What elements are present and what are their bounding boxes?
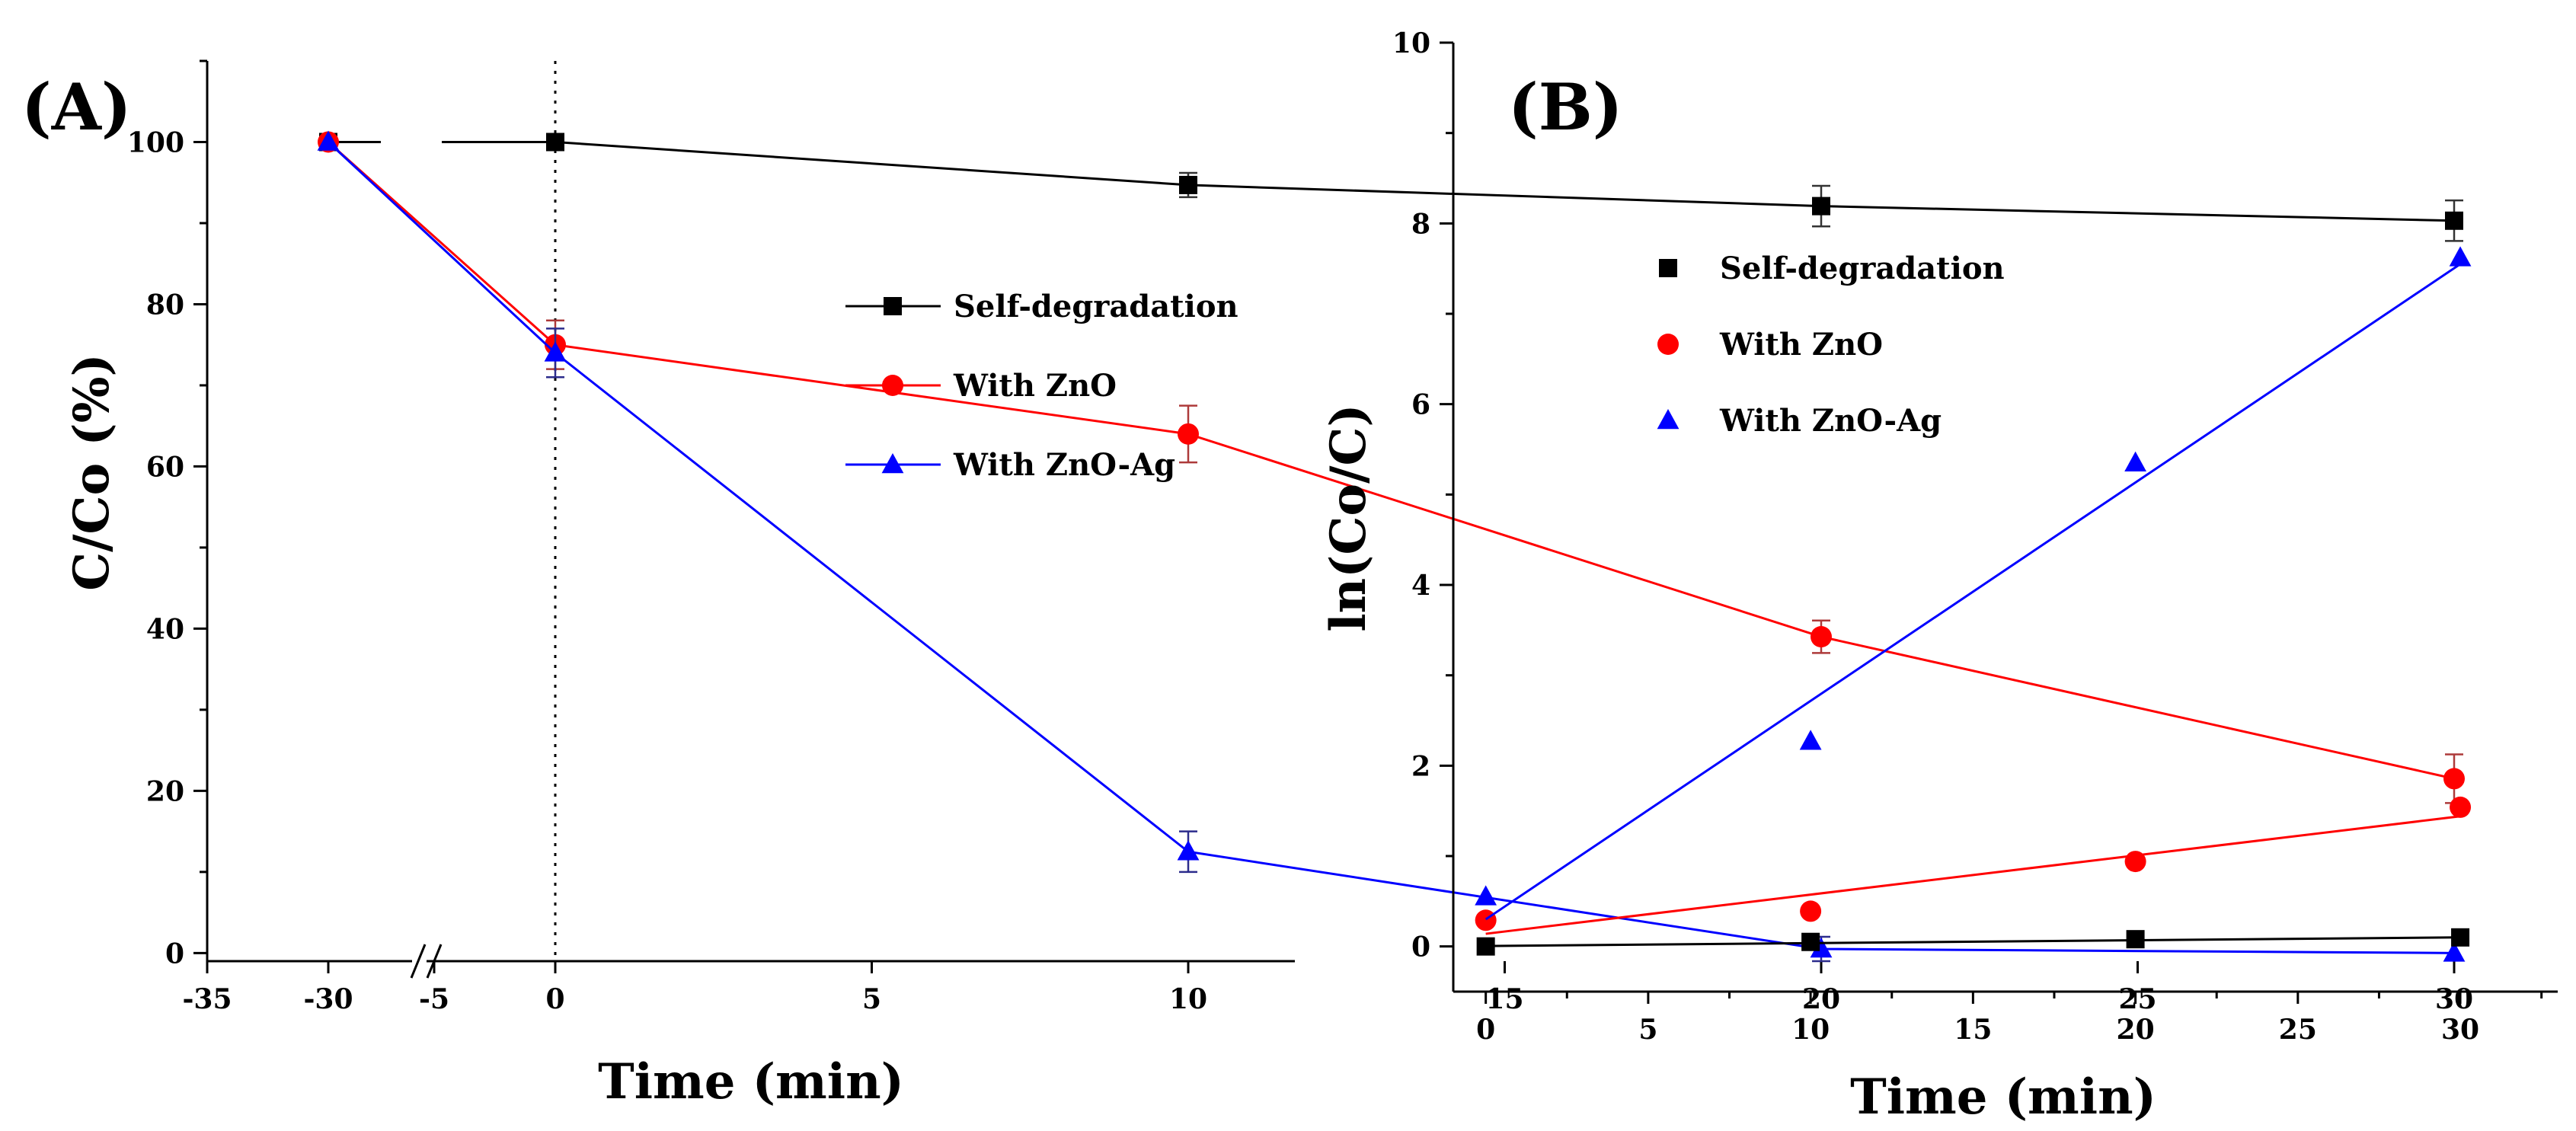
panel-b-legend-label-2: With ZnO-Ag xyxy=(1719,403,1942,439)
panel-a-point-2 xyxy=(317,130,340,151)
panel-b-x-tick-label: 0 xyxy=(1476,1014,1495,1046)
panel-b-x-tick-label: 30 xyxy=(2441,1014,2479,1046)
panel-a-y-tick-label: 100 xyxy=(127,126,184,158)
panel-a-x-axis-title: Time (min) xyxy=(598,1053,904,1110)
panel-a-series-line-0 xyxy=(328,140,2455,222)
panel-b-point-1 xyxy=(1475,909,1497,931)
panel-a-x-tick-label: 25 xyxy=(2118,983,2156,1015)
panel-b-point-1 xyxy=(1800,900,1822,922)
panel-b-fit-line-0 xyxy=(1485,936,2461,947)
panel-a-point-1 xyxy=(1811,626,1832,648)
panel-a-x-tick-label: 15 xyxy=(1485,983,1523,1015)
panel-a-point-0 xyxy=(546,133,564,152)
panel-a-point-2 xyxy=(1810,938,1833,958)
panel-a-legend-label-0: Self-degradation xyxy=(954,289,1238,324)
panel-a-x-tick-label: 5 xyxy=(862,983,881,1015)
panel-a-y-tick-label: 40 xyxy=(146,613,184,645)
panel-a-legend-label-2: With ZnO-Ag xyxy=(953,447,1175,483)
panel-a-x-tick-label: 20 xyxy=(1802,983,1840,1015)
panel-b-y-tick-label: 0 xyxy=(1411,931,1430,963)
panel-b-x-tick-label: 5 xyxy=(1638,1014,1657,1046)
panel-a-point-1 xyxy=(1178,423,1199,445)
panel-b-legend-marker-1 xyxy=(1657,334,1679,355)
panel-b-y-tick-label: 6 xyxy=(1411,389,1430,421)
panel-b-point-2 xyxy=(1799,730,1822,750)
panel-a-x-tick-label: 10 xyxy=(1169,983,1207,1015)
panel-a-point-1 xyxy=(2443,768,2465,790)
panel-a-point-0 xyxy=(2445,211,2463,230)
panel-b-point-2 xyxy=(1475,885,1497,906)
panel-a-axis-break-mark xyxy=(410,944,427,979)
panel-b-point-0 xyxy=(2126,930,2145,949)
panel-a-y-tick-label: 20 xyxy=(146,775,184,807)
panel-b-point-1 xyxy=(2124,851,2146,873)
panel-b-legend-label-1: With ZnO xyxy=(1719,327,1883,363)
panel-b-legend-label-0: Self-degradation xyxy=(1720,251,2005,286)
panel-b-chart: 0 5 10 15 20 25 300246810Self-degradationWith … xyxy=(1320,27,2558,1126)
panel-b-point-0 xyxy=(1476,937,1495,956)
panel-a-series-line-2 xyxy=(327,141,2455,954)
panel-a-legend-marker-2 xyxy=(881,453,904,474)
panel-a-x-tick-label: 30 xyxy=(2435,983,2473,1015)
panel-b-x-tick-label: 25 xyxy=(2279,1014,2317,1046)
panel-b-x-tick-label: 10 xyxy=(1791,1014,1830,1046)
panel-b-y-tick-label: 4 xyxy=(1411,570,1430,602)
panel-b-y-tick-label: 10 xyxy=(1392,27,1430,59)
panel-b-fit-line-1 xyxy=(1485,815,2461,935)
panel-a-y-axis-title: C/Co (%) xyxy=(63,353,120,591)
panel-a-x-tick-label: -5 xyxy=(419,983,449,1015)
panel-a-point-0 xyxy=(1812,196,1830,216)
panel-a-y-tick-label: 60 xyxy=(146,451,184,483)
panel-b-y-axis-title: ln(Co/C) xyxy=(1320,404,1377,631)
panel-b-y-tick-label: 2 xyxy=(1411,750,1430,782)
panel-a-legend-marker-1 xyxy=(882,375,903,396)
panel-b-label: (B) xyxy=(1508,69,1623,145)
panel-a-legend-label-1: With ZnO xyxy=(953,368,1117,404)
panel-b-fit-line-2 xyxy=(1485,263,2461,921)
panel-a-x-tick-label: -35 xyxy=(182,983,232,1015)
panel-a-x-tick-label: -30 xyxy=(303,983,353,1015)
panel-b-point-0 xyxy=(2451,928,2470,947)
panel-b-x-tick-label: 20 xyxy=(2117,1014,2155,1046)
panel-b-y-tick-label: 8 xyxy=(1411,208,1430,240)
panel-a-point-2 xyxy=(2443,941,2466,962)
panel-b-point-2 xyxy=(2449,246,2472,267)
panel-b-x-axis-title: Time (min) xyxy=(1850,1069,2156,1126)
panel-b-point-1 xyxy=(2450,796,2472,818)
panel-b-point-0 xyxy=(1801,932,1820,951)
panel-a-point-2 xyxy=(1177,840,1200,861)
panel-a-y-tick-label: 0 xyxy=(165,938,184,970)
panel-a-point-2 xyxy=(544,341,567,362)
panel-a-x-tick-label: 0 xyxy=(545,983,564,1015)
panel-b-point-2 xyxy=(2124,451,2146,472)
panel-a-point-0 xyxy=(1179,175,1197,194)
panel-b-legend-marker-0 xyxy=(1659,259,1677,277)
panel-a-legend-marker-0 xyxy=(884,297,902,315)
panel-b-legend-marker-2 xyxy=(1657,409,1680,430)
panel-b-x-tick-label: 15 xyxy=(1954,1014,1992,1046)
panel-a-y-tick-label: 80 xyxy=(146,289,184,321)
panel-a-chart: -35-30-505101520253035020406080100Self-d… xyxy=(21,59,2473,1110)
panel-a-label: (A) xyxy=(21,69,132,145)
